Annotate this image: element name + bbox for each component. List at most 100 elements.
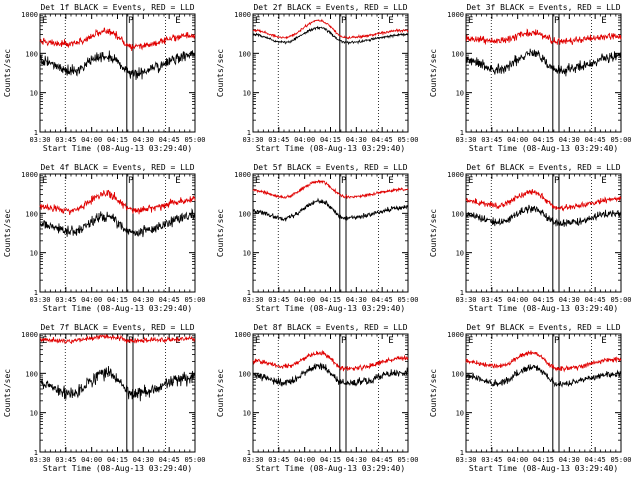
time-marker-label: E [601, 176, 606, 186]
chart-panel-6: Det 6f BLACK = Events, RED = LLD E P E 1 10 10… [429, 163, 632, 313]
series-line-lld [39, 189, 196, 216]
y-tick-label: 100 [238, 370, 251, 378]
x-tick-label: 05:00 [397, 296, 418, 304]
y-axis-label: Counts/sec [216, 369, 225, 417]
chart-panel-8: Det 8f BLACK = Events, RED = LLD E P E 1 10 10… [216, 323, 419, 473]
x-tick-label: 03:30 [455, 296, 476, 304]
time-marker-label: P [554, 16, 560, 26]
panel-title: Det 2f BLACK = Events, RED = LLD [253, 3, 407, 12]
panel-title: Det 7f BLACK = Events, RED = LLD [40, 323, 194, 332]
chart-panel-1: Det 1f BLACK = Events, RED = LLD E P E 1 10 10… [3, 3, 206, 153]
time-marker-label: P [128, 336, 134, 346]
series-line-events [252, 197, 409, 222]
time-marker-label: E [388, 336, 393, 346]
y-tick-label: 100 [238, 50, 251, 58]
x-tick-label: 04:15 [107, 456, 128, 464]
x-axis-label: Start Time (08-Aug-13 03:29:40) [469, 304, 618, 313]
x-tick-label: 04:15 [320, 296, 341, 304]
x-tick-label: 04:00 [294, 456, 315, 464]
time-marker-label: E [468, 336, 473, 346]
time-marker-label: E [42, 16, 47, 26]
x-tick-label: 03:30 [242, 296, 263, 304]
series-line-events [465, 204, 622, 227]
x-axis-label: Start Time (08-Aug-13 03:29:40) [43, 304, 192, 313]
y-tick-label: 10 [30, 410, 38, 418]
x-tick-label: 04:00 [81, 456, 102, 464]
time-marker-label: E [255, 176, 260, 186]
time-marker-label: E [42, 176, 47, 186]
y-tick-label: 1000 [447, 11, 464, 19]
x-tick-label: 04:00 [81, 296, 102, 304]
series-line-lld [465, 28, 622, 45]
x-tick-label: 05:00 [610, 136, 631, 144]
x-tick-label: 04:15 [533, 296, 554, 304]
time-marker-label: P [554, 176, 560, 186]
panel-title: Det 5f BLACK = Events, RED = LLD [253, 163, 407, 172]
y-axis-label: Counts/sec [3, 369, 12, 417]
series-line-lld [465, 350, 622, 373]
x-axis-label: Start Time (08-Aug-13 03:29:40) [43, 144, 192, 153]
y-axis-label: Counts/sec [216, 209, 225, 257]
series-line-events [39, 365, 196, 402]
y-axis-label: Counts/sec [429, 49, 438, 97]
x-tick-label: 03:45 [268, 296, 289, 304]
plot-frame [39, 13, 196, 133]
x-axis-label: Start Time (08-Aug-13 03:29:40) [256, 144, 405, 153]
series-line-events [252, 25, 409, 46]
x-tick-label: 03:30 [242, 136, 263, 144]
time-marker-label: E [388, 176, 393, 186]
y-tick-label: 1 [247, 449, 251, 457]
y-tick-label: 1000 [21, 11, 38, 19]
x-tick-label: 03:45 [55, 296, 76, 304]
series-line-lld [252, 18, 409, 40]
time-marker-label: P [128, 176, 134, 186]
x-tick-label: 04:15 [533, 136, 554, 144]
x-tick-label: 04:30 [133, 456, 154, 464]
x-tick-label: 03:45 [268, 456, 289, 464]
x-tick-label: 03:45 [481, 456, 502, 464]
x-tick-label: 04:30 [346, 456, 367, 464]
chart-panel-2: Det 2f BLACK = Events, RED = LLD E P E 1 10 10… [216, 3, 419, 153]
panel-title: Det 4f BLACK = Events, RED = LLD [40, 163, 194, 172]
x-tick-label: 04:00 [81, 136, 102, 144]
y-tick-label: 1000 [447, 171, 464, 179]
chart-panel-3: Det 3f BLACK = Events, RED = LLD E P E 1 10 10… [429, 3, 632, 153]
x-axis-label: Start Time (08-Aug-13 03:29:40) [469, 144, 618, 153]
panel-title: Det 3f BLACK = Events, RED = LLD [466, 3, 620, 12]
series-line-events [39, 50, 196, 81]
x-tick-label: 05:00 [397, 456, 418, 464]
x-tick-label: 04:30 [559, 456, 580, 464]
x-tick-label: 03:45 [268, 136, 289, 144]
y-tick-label: 100 [25, 50, 38, 58]
y-tick-label: 1 [247, 129, 251, 137]
x-tick-label: 05:00 [397, 136, 418, 144]
time-marker-label: P [341, 176, 347, 186]
x-tick-label: 04:15 [320, 456, 341, 464]
time-marker-label: E [175, 16, 180, 26]
time-marker-label: E [255, 16, 260, 26]
y-tick-label: 1000 [234, 11, 251, 19]
x-tick-label: 04:45 [585, 296, 606, 304]
y-tick-label: 100 [25, 370, 38, 378]
time-marker-label: P [128, 16, 134, 26]
y-axis-label: Counts/sec [3, 49, 12, 97]
x-tick-label: 03:45 [55, 456, 76, 464]
y-tick-label: 10 [456, 90, 464, 98]
x-tick-label: 04:45 [159, 136, 180, 144]
plot-frame [465, 13, 622, 133]
series-line-lld [39, 27, 196, 51]
time-marker-label: E [175, 336, 180, 346]
plot-frame [465, 333, 622, 453]
x-axis-label: Start Time (08-Aug-13 03:29:40) [256, 304, 405, 313]
x-tick-label: 03:45 [481, 296, 502, 304]
y-tick-label: 1000 [447, 331, 464, 339]
x-tick-label: 04:45 [159, 456, 180, 464]
x-tick-label: 03:30 [455, 456, 476, 464]
x-tick-label: 03:30 [455, 136, 476, 144]
y-tick-label: 10 [243, 250, 251, 258]
y-tick-label: 10 [30, 250, 38, 258]
x-tick-label: 04:00 [507, 296, 528, 304]
x-tick-label: 04:45 [159, 296, 180, 304]
x-tick-label: 03:45 [55, 136, 76, 144]
time-marker-label: E [601, 336, 606, 346]
